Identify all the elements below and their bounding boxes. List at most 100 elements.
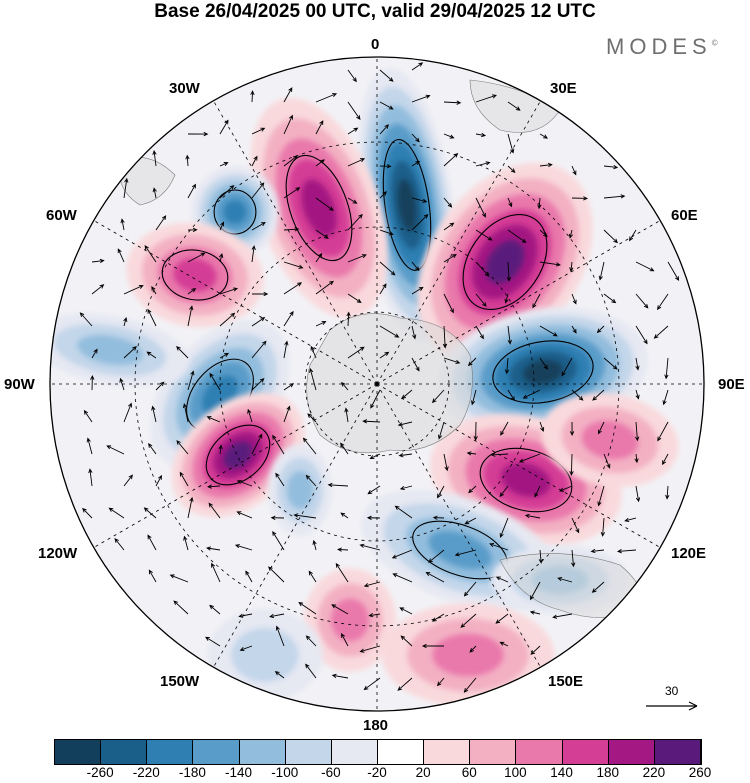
wind-arrow xyxy=(108,507,125,519)
wind-arrow xyxy=(308,570,317,583)
wind-arrow xyxy=(529,610,541,615)
wind-arrow xyxy=(209,372,221,391)
latitude-circle xyxy=(134,141,620,627)
brand-logo: MODES© xyxy=(606,34,718,59)
wind-arrow xyxy=(379,283,387,295)
meridian-line xyxy=(213,100,378,385)
colorbar-swatch xyxy=(331,740,378,764)
wind-arrow xyxy=(392,573,413,583)
wind-arrow xyxy=(475,94,497,103)
colorbar-swatch xyxy=(377,740,425,764)
wind-arrow xyxy=(507,165,516,174)
wind-arrow xyxy=(219,352,230,359)
wind-arrow xyxy=(123,177,129,199)
wind-arrow xyxy=(335,562,349,583)
wind-arrow xyxy=(635,421,640,442)
wind-arrow xyxy=(657,293,669,311)
wind-arrow xyxy=(176,440,189,455)
wind-arrow xyxy=(539,421,545,432)
wind-arrow xyxy=(347,213,363,231)
wind-arrow xyxy=(152,187,157,199)
wind-arrow xyxy=(251,291,269,297)
wind-arrow xyxy=(187,252,206,263)
wind-arrow xyxy=(379,229,394,236)
wind-arrow xyxy=(209,604,221,615)
wind-arrow xyxy=(667,261,680,282)
wind-arrow xyxy=(597,421,605,435)
wind-arrow xyxy=(634,453,639,464)
wind-arrow xyxy=(466,451,477,456)
wind-arrow xyxy=(363,677,381,691)
wind-arrow xyxy=(283,340,289,359)
wind-arrow xyxy=(532,293,541,309)
colorbar-tick-label: -20 xyxy=(367,765,387,780)
colorbar-tick-label: 140 xyxy=(550,765,573,780)
meridian-line xyxy=(93,383,378,548)
colorbar-swatch xyxy=(55,740,102,764)
wind-arrow xyxy=(467,357,477,367)
wind-arrow xyxy=(428,549,445,563)
wind-arrow xyxy=(475,293,487,307)
wind-arrow xyxy=(571,389,584,401)
wind-arrow xyxy=(218,444,223,455)
wind-arrow xyxy=(88,468,93,487)
colorbar-swatch xyxy=(470,740,517,764)
wind-arrow xyxy=(315,321,327,327)
wind-arrow xyxy=(597,485,605,507)
wind-arrow xyxy=(391,549,413,559)
wind-arrow xyxy=(298,601,317,615)
colorbar-swatch xyxy=(193,740,240,764)
colorbar-swatch xyxy=(101,740,148,764)
wind-arrow xyxy=(665,485,670,500)
wind-arrow xyxy=(272,530,285,551)
wind-arrow xyxy=(315,197,334,211)
wind-arrow xyxy=(238,613,253,618)
wind-arrow xyxy=(379,164,392,169)
wind-arrow xyxy=(443,222,455,231)
wind-arrow xyxy=(635,357,640,371)
lat-lon-grid xyxy=(50,57,704,711)
wind-arrow xyxy=(185,154,190,167)
wind-arrow xyxy=(530,645,541,655)
wind-arrow xyxy=(603,453,611,469)
wind-arrow xyxy=(463,677,477,693)
wind-arrow xyxy=(90,375,95,391)
wind-arrow xyxy=(635,325,648,345)
wind-arrow xyxy=(524,513,541,519)
wind-arrow xyxy=(182,403,189,423)
wind-arrow xyxy=(251,433,263,455)
wind-arrow xyxy=(571,517,580,534)
colorbar-tick-label: -220 xyxy=(132,765,160,780)
wind-arrow xyxy=(86,437,93,455)
wind-arrow xyxy=(379,69,394,82)
wind-arrow xyxy=(569,453,574,476)
wind-arrow xyxy=(442,325,448,349)
wind-arrow xyxy=(219,287,239,295)
wind-arrow xyxy=(236,480,253,487)
wind-arrow xyxy=(206,546,221,551)
colorbar-swatch xyxy=(516,740,563,764)
wind-arrow xyxy=(534,485,541,498)
wind-arrow xyxy=(394,505,413,519)
wind-arrow xyxy=(411,213,429,231)
wind-arrow xyxy=(568,229,573,239)
wind-arrow xyxy=(251,377,265,391)
colorbar-tick-label: 100 xyxy=(504,765,527,780)
pole-marker xyxy=(375,382,379,386)
wind-arrow xyxy=(347,127,359,135)
wind-arrow xyxy=(359,645,381,653)
wind-arrow xyxy=(489,542,509,551)
wind-arrow xyxy=(143,507,157,519)
wind-arrow xyxy=(379,325,400,338)
wind-arrow xyxy=(369,453,381,460)
wind-arrow xyxy=(603,357,618,370)
wind-arrow xyxy=(537,197,542,210)
wind-arrow xyxy=(397,677,413,691)
colorbar-tick-label: -260 xyxy=(86,765,114,780)
wind-arrow xyxy=(539,357,548,370)
wind-arrow xyxy=(283,282,303,295)
wind-arrow xyxy=(327,482,349,488)
wind-arrow xyxy=(425,572,445,583)
wind-arrow xyxy=(315,93,338,103)
wind-arrow xyxy=(592,389,605,401)
